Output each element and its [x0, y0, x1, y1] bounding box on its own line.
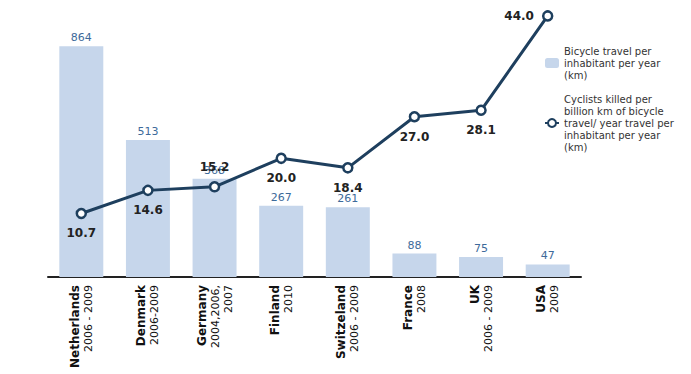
- svg-text:(km): (km): [564, 70, 587, 81]
- svg-text:Denmark: Denmark: [134, 284, 148, 346]
- svg-text:513: 513: [137, 125, 158, 138]
- svg-text:2006 - 2009: 2006 - 2009: [348, 285, 361, 352]
- svg-text:75: 75: [474, 242, 488, 255]
- svg-text:France: France: [401, 285, 415, 330]
- svg-text:2009: 2009: [548, 285, 561, 313]
- svg-text:travel/ year travel per: travel/ year travel per: [564, 118, 677, 129]
- svg-text:USA: USA: [534, 284, 548, 312]
- svg-text:(km): (km): [564, 142, 587, 153]
- svg-text:2006 - 2009: 2006 - 2009: [82, 285, 95, 352]
- svg-text:88: 88: [407, 239, 421, 252]
- svg-text:2007: 2007: [222, 285, 235, 313]
- svg-text:inhabitant per year: inhabitant per year: [564, 130, 663, 141]
- svg-text:UK: UK: [468, 284, 482, 304]
- svg-text:Netherlands: Netherlands: [68, 285, 82, 368]
- svg-text:2004,2006,: 2004,2006,: [209, 285, 222, 348]
- svg-text:Germany: Germany: [195, 285, 209, 346]
- svg-text:15.2: 15.2: [200, 160, 230, 174]
- svg-text:Bicycle travel per: Bicycle travel per: [564, 46, 655, 57]
- svg-text:20.0: 20.0: [266, 171, 296, 185]
- svg-text:18.4: 18.4: [333, 181, 363, 195]
- svg-text:47: 47: [541, 249, 555, 262]
- svg-text:inhabitant per year: inhabitant per year: [564, 58, 663, 69]
- svg-text:14.6: 14.6: [133, 203, 163, 217]
- svg-text:2006 - 2009: 2006 - 2009: [482, 285, 495, 352]
- svg-text:Switzeland: Switzeland: [334, 285, 348, 359]
- svg-text:10.7: 10.7: [67, 226, 97, 240]
- svg-text:Finland: Finland: [268, 285, 282, 335]
- svg-text:Cyclists killed per: Cyclists killed per: [564, 94, 655, 105]
- svg-text:261: 261: [337, 192, 359, 206]
- svg-text:267: 267: [271, 191, 292, 204]
- svg-text:27.0: 27.0: [400, 130, 430, 144]
- svg-text:2006-2009: 2006-2009: [148, 285, 161, 345]
- svg-text:2010: 2010: [282, 285, 295, 313]
- svg-text:billion km of bicycle: billion km of bicycle: [564, 106, 667, 117]
- svg-text:44.0: 44.0: [504, 9, 534, 23]
- svg-text:28.1: 28.1: [466, 123, 496, 137]
- svg-text:864: 864: [71, 31, 92, 44]
- svg-text:2008: 2008: [415, 285, 428, 313]
